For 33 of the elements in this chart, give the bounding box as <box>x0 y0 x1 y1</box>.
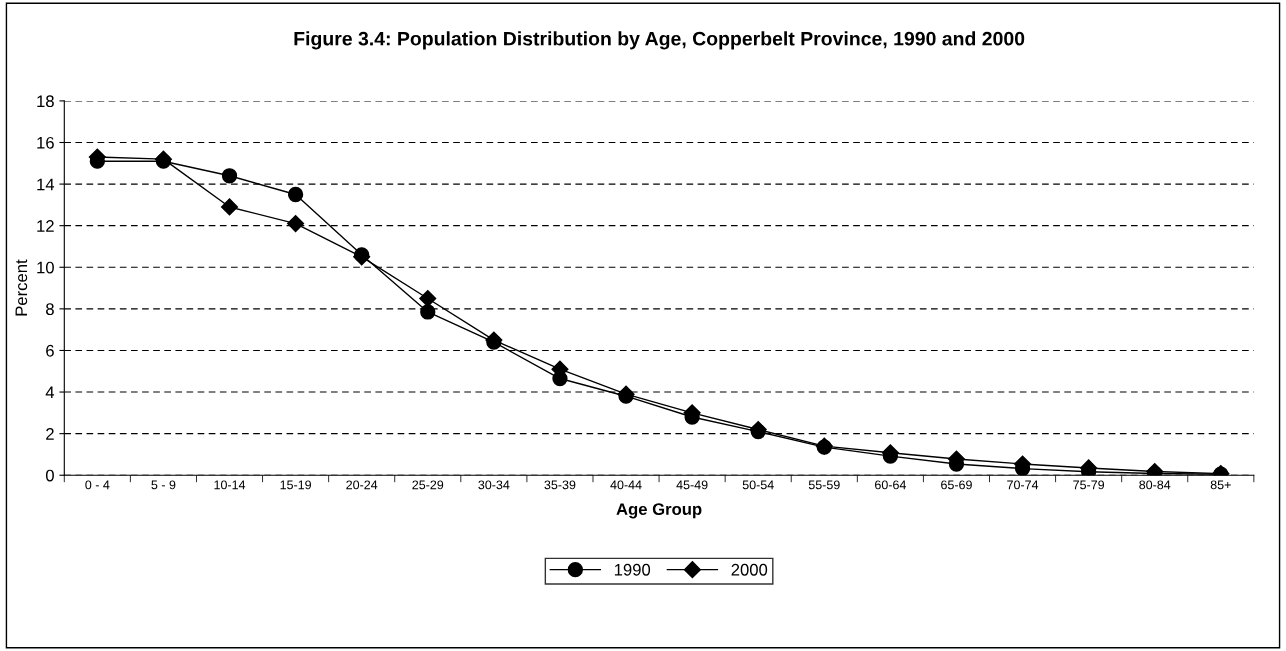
x-tick-label: 10-14 <box>214 480 246 490</box>
y-tick-label: 16 <box>37 136 54 149</box>
x-tick-label: 35-39 <box>544 480 576 490</box>
x-tick-label: 85+ <box>1210 480 1231 490</box>
x-tick-label: 30-34 <box>478 480 510 490</box>
x-tick-label: 40-44 <box>610 480 642 490</box>
y-tick-label: 18 <box>37 95 54 108</box>
y-tick-label: 4 <box>45 386 55 399</box>
legend-label: 2000 <box>731 563 768 576</box>
y-tick-label: 12 <box>37 220 54 232</box>
x-tick-label: 0 - 4 <box>85 480 110 490</box>
x-tick-label: 20-24 <box>346 480 378 490</box>
x-tick-label: 50-54 <box>742 480 774 490</box>
y-tick-label: 6 <box>46 344 54 357</box>
y-tick-label: 2 <box>46 428 54 440</box>
x-tick-label: 80-84 <box>1139 480 1171 490</box>
x-axis-title: Age Group <box>616 503 702 519</box>
x-tick-label: 15-19 <box>280 480 311 490</box>
x-tick-label: 45-49 <box>676 480 708 490</box>
y-axis-title: Percent <box>15 259 28 316</box>
y-tick-label: 8 <box>46 303 54 316</box>
chart-title: Figure 3.4: Population Distribution by Age, Copperbelt Province, 1990 and 2000 <box>294 31 1025 50</box>
x-tick-label: 65-69 <box>941 480 972 490</box>
x-tick-label: 75-79 <box>1073 480 1105 490</box>
y-tick-label: 14 <box>37 178 55 191</box>
x-tick-label: 60-64 <box>875 480 906 490</box>
legend-label: 1990 <box>614 563 651 576</box>
x-tick-label: 70-74 <box>1007 480 1039 490</box>
y-tick-label: 10 <box>37 261 54 274</box>
x-tick-label: 25-29 <box>412 480 444 490</box>
y-tick-label: 0 <box>45 469 54 482</box>
x-tick-label: 55-59 <box>808 480 840 490</box>
x-tick-label: 5 - 9 <box>151 480 176 490</box>
